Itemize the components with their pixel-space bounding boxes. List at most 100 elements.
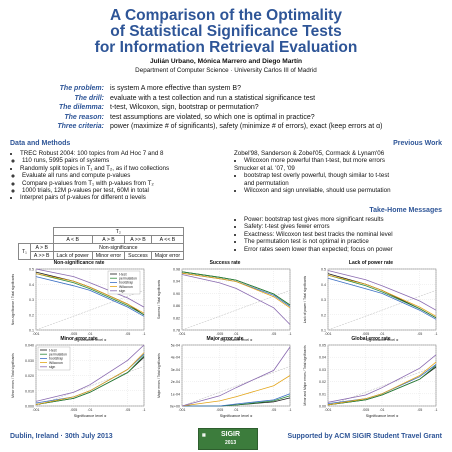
y-axis-label: Non-significance / Total significants bbox=[11, 274, 15, 326]
x-tick-label: .01 bbox=[88, 332, 93, 336]
series-line bbox=[327, 274, 437, 319]
x-axis-label: Significance level α bbox=[220, 338, 253, 342]
footer-support: Supported by ACM SIGIR Student Travel Gr… bbox=[287, 433, 442, 440]
y-tick-label: 0.90 bbox=[173, 292, 180, 296]
problem-text: test assumptions are violated, so which … bbox=[110, 113, 315, 121]
series-line bbox=[35, 273, 145, 316]
x-tick-label: .005 bbox=[362, 332, 369, 336]
series-line bbox=[327, 361, 437, 406]
y-tick-label: 0.040 bbox=[25, 344, 34, 348]
chart-svg: 0.00 0.01 0.02 0.03 0.04 0.05 .001 .005 .01 .05 .1… bbox=[303, 344, 438, 419]
problem-label: The drill: bbox=[74, 94, 104, 102]
y-axis-label: Major errors / Total significants bbox=[157, 353, 161, 398]
chart-major-error: Major error rate 0e+00 1e-04 2e-04 3e-04 4e-… bbox=[156, 336, 294, 424]
y-tick-label: 0.00 bbox=[319, 405, 326, 409]
table-header: A > B bbox=[91, 235, 126, 244]
problem-row: The reason: test assumptions are violated… bbox=[10, 113, 450, 123]
reference-line bbox=[181, 290, 291, 331]
legend-label: bootstrap bbox=[119, 281, 133, 285]
table-cell: Lack of power bbox=[52, 251, 93, 260]
problem-label: Three criteria: bbox=[57, 123, 104, 131]
chart-svg: 0e+00 1e-04 2e-04 3e-04 4e-04 5e-04 .001 .005 .0… bbox=[157, 344, 292, 419]
y-tick-label: 0.05 bbox=[319, 344, 326, 348]
x-tick-label: .005 bbox=[362, 408, 369, 412]
logo-year: 2013 bbox=[225, 440, 237, 446]
chart-global-error: Global error rate 0.00 0.01 0.02 0.03 0.04 0.… bbox=[302, 336, 440, 424]
problem-text: t-test, Wilcoxon, sign, bootstrap or per… bbox=[110, 104, 259, 112]
table-header: T₁ bbox=[18, 243, 31, 260]
table-cell: Non-significance bbox=[52, 243, 185, 252]
y-tick-label: 0.3 bbox=[321, 298, 326, 302]
problem-row: The problem: is system A more effective t… bbox=[10, 84, 450, 94]
x-tick-label: .05 bbox=[271, 408, 276, 412]
series-line bbox=[327, 277, 437, 320]
chart-lack-of-power: Lack of power rate 0.1 0.2 0.3 0.4 0.5 .001 .0… bbox=[302, 260, 440, 348]
series-line bbox=[35, 273, 145, 314]
table-cell bbox=[19, 228, 31, 236]
y-tick-label: 0.04 bbox=[319, 356, 326, 360]
chart-title: Lack of power rate bbox=[348, 260, 394, 266]
list-item: Error rates seem lower than expected; fo… bbox=[244, 246, 448, 253]
list-item: Interpret pairs of p-values for differen… bbox=[20, 194, 235, 201]
x-tick-label: .05 bbox=[271, 332, 276, 336]
problem-row: Three criteria: power (maximize # of sign… bbox=[10, 122, 450, 132]
problem-text: is system A more effective than system B… bbox=[110, 85, 241, 92]
data-methods-list: TREC Robust 2004: 100 topics from Ad Hoc… bbox=[10, 150, 235, 202]
list-item: Compare p-values from T₁ with p-values f… bbox=[22, 180, 235, 187]
y-axis-label: Success / Total significants bbox=[157, 279, 161, 319]
y-tick-label: 0.02 bbox=[319, 380, 326, 384]
x-tick-label: .001 bbox=[179, 332, 186, 336]
x-tick-label: .001 bbox=[325, 408, 332, 412]
x-axis-label: Significance level α bbox=[366, 414, 399, 418]
list-item: bootstrap test overly powerful, though s… bbox=[244, 172, 448, 187]
list-item: Randomly split topics in T₁ and T₂, as i… bbox=[20, 165, 235, 172]
y-tick-label: 2e-04 bbox=[171, 380, 180, 384]
problem-label: The reason: bbox=[64, 113, 104, 121]
list-item: Power: bootstrap test gives more signifi… bbox=[244, 216, 448, 223]
y-tick-label: 5e-04 bbox=[171, 344, 180, 348]
series-line bbox=[181, 271, 291, 306]
chart-minor-error: Minor error rate 0.000 0.010 0.020 0.030 0.0… bbox=[10, 336, 148, 424]
y-tick-label: 0.82 bbox=[173, 316, 180, 320]
x-axis-label: Significance level α bbox=[74, 338, 107, 342]
data-methods-heading: Data and Methods bbox=[10, 140, 71, 147]
x-axis-label: Significance level α bbox=[74, 414, 107, 418]
series-line bbox=[327, 354, 437, 403]
series-line bbox=[181, 375, 291, 407]
x-tick-label: .1 bbox=[435, 408, 438, 412]
y-axis-label: Minor errors / Total significants bbox=[11, 353, 15, 398]
y-tick-label: 0.010 bbox=[25, 389, 34, 393]
list-item: Evaluate all runs and compute p-values bbox=[22, 172, 235, 179]
table-header: A << B bbox=[150, 235, 185, 244]
y-tick-label: 3e-04 bbox=[171, 368, 180, 372]
legend-box bbox=[37, 346, 71, 371]
title-line-2: of Statistical Significance Tests bbox=[110, 23, 342, 40]
legend-box bbox=[107, 270, 141, 295]
x-tick-label: .01 bbox=[234, 408, 239, 412]
y-tick-label: 0e+00 bbox=[170, 405, 180, 409]
table-row-header: A >> B bbox=[29, 251, 54, 260]
outcome-table: T₂ A < B A > B A >> B A << B T₁ A > B No… bbox=[18, 227, 185, 260]
y-tick-label: 0.86 bbox=[173, 304, 180, 308]
chart-title: Success rate bbox=[209, 260, 241, 266]
y-tick-label: 0.5 bbox=[29, 268, 34, 272]
footer-location: Dublin, Ireland · 30th July 2013 bbox=[10, 433, 113, 440]
x-tick-label: .001 bbox=[33, 408, 40, 412]
title-line-3: for Information Retrieval Evaluation bbox=[94, 39, 358, 56]
x-tick-label: .1 bbox=[435, 332, 438, 336]
series-line bbox=[181, 272, 291, 309]
list-item: TREC Robust 2004: 100 topics from Ad Hoc… bbox=[20, 150, 235, 157]
list-item: Exactness: Wilcoxon test best tracks the… bbox=[244, 231, 448, 238]
y-tick-label: 0.030 bbox=[25, 359, 34, 363]
reference-line bbox=[327, 366, 437, 407]
chart-non-significance: Non-significance rate 0.1 0.2 0.3 0.4 0.5 .00… bbox=[10, 260, 148, 348]
x-tick-label: .01 bbox=[88, 408, 93, 412]
legend-label: sign bbox=[49, 365, 55, 369]
problem-text: evaluate with a test collection and run … bbox=[110, 94, 316, 102]
legend-label: bootstrap bbox=[49, 357, 63, 361]
x-tick-label: .001 bbox=[179, 408, 186, 412]
series-line bbox=[35, 268, 145, 308]
title-line-1: A Comparison of the Optimality bbox=[110, 7, 342, 24]
table-header: A < B bbox=[52, 235, 93, 244]
y-axis-label: Minor and Major errors / Total significa… bbox=[303, 345, 307, 406]
